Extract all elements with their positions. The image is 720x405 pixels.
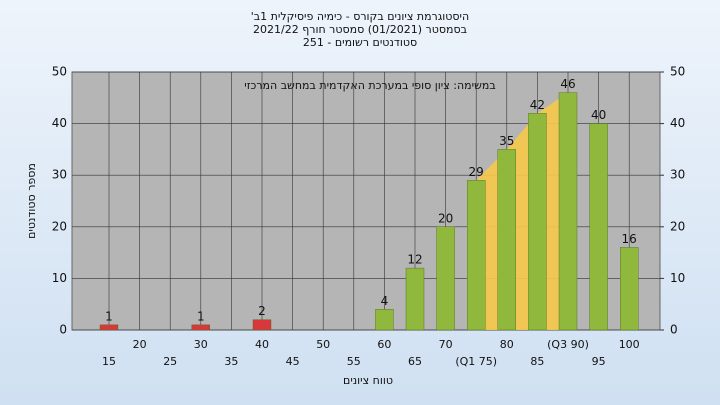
- x-tick-label: 85: [530, 355, 544, 368]
- value-label: 42: [530, 98, 545, 112]
- value-label: 2: [258, 304, 266, 318]
- x-tick-label: 20: [133, 338, 147, 351]
- x-tick-label: 50: [316, 338, 330, 351]
- x-tick-label: 55: [347, 355, 361, 368]
- x-tick-label: 60: [377, 338, 391, 351]
- value-label: 1: [197, 309, 205, 323]
- y2-tick-label: 0: [670, 323, 678, 337]
- bar: [558, 92, 578, 331]
- y2-tick-label: 20: [670, 219, 685, 233]
- x-tick-label: 30: [194, 338, 208, 351]
- x-tick-label: 45: [286, 355, 300, 368]
- bar: [405, 267, 425, 331]
- x-tick-label: (Q1 75): [455, 355, 497, 368]
- y2-tick-label: 40: [670, 116, 685, 130]
- y2-tick-label: 30: [670, 168, 685, 182]
- y-tick-label: 0: [59, 323, 67, 337]
- x-tick-label: 40: [255, 338, 269, 351]
- value-label: 16: [622, 232, 637, 246]
- bar: [589, 123, 608, 331]
- value-label: 29: [469, 165, 484, 179]
- bar: [375, 309, 394, 331]
- y-tick-label: 10: [52, 271, 67, 285]
- y-tick-label: 40: [52, 116, 67, 130]
- bar: [467, 180, 486, 331]
- value-label: 4: [381, 294, 389, 308]
- bar: [252, 319, 272, 331]
- value-label: 46: [560, 77, 575, 91]
- x-axis-label: טווח ציונים: [343, 374, 393, 387]
- bar: [497, 149, 516, 331]
- y2-tick-label: 50: [670, 65, 685, 79]
- title-line: סטודנטים רשומים - 251: [303, 36, 417, 49]
- value-label: 40: [591, 108, 606, 122]
- title-line: בסמסטר (01/2021) סמסטר חורף 2021/22: [253, 23, 467, 36]
- bar: [191, 324, 211, 331]
- x-tick-label: 100: [619, 338, 640, 351]
- x-tick-label: 25: [163, 355, 177, 368]
- bar: [99, 324, 119, 331]
- x-tick-label: (Q3 90): [547, 338, 589, 351]
- x-tick-label: 15: [102, 355, 116, 368]
- y-tick-label: 30: [52, 168, 67, 182]
- annotation: במשימה: ציון סופי במערכת האקדמית במחשב ה…: [244, 79, 495, 92]
- bar: [620, 247, 639, 331]
- x-tick-label: 80: [500, 338, 514, 351]
- value-label: 20: [438, 211, 453, 225]
- x-tick-label: 35: [224, 355, 238, 368]
- x-tick-label: 70: [439, 338, 453, 351]
- y-tick-label: 20: [52, 219, 67, 233]
- bar: [528, 113, 547, 331]
- y-tick-label: 50: [52, 65, 67, 79]
- title-line: היסטוגרמת ציונים בקורס - כימיה פיסיקלית …: [251, 10, 469, 23]
- value-label: 12: [407, 253, 422, 267]
- x-tick-label: 65: [408, 355, 422, 368]
- value-label: 1: [105, 309, 113, 323]
- bar: [436, 226, 455, 331]
- x-tick-label: 95: [592, 355, 606, 368]
- value-label: 35: [499, 134, 514, 148]
- y2-tick-label: 10: [670, 271, 685, 285]
- y-axis-label: מספר סטודנטים: [25, 163, 38, 239]
- titles: היסטוגרמת ציונים בקורס - כימיה פיסיקלית …: [251, 10, 469, 49]
